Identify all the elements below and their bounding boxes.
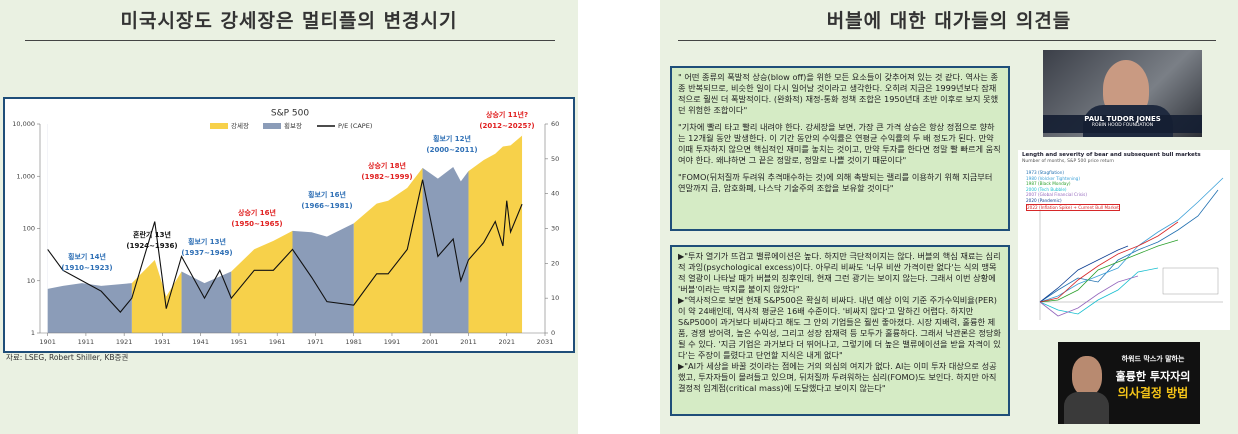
period-annotation: 횡보기 14년 [68,252,106,261]
legend-entry: 2020 (Pandemic) [1026,197,1062,203]
x-tick-label: 2001 [422,338,439,346]
market-chart-subtitle: Number of months, S&P 500 price return [1022,159,1115,164]
period-annotation: (2000~2011) [426,146,477,154]
thumbnail-top: 하워드 막스가 말하는 [1121,355,1185,363]
y2-tick-label: 30 [551,225,559,233]
quote: ▶"AI가 세상을 바꿀 것이라는 점에는 거의 의심의 여지가 없다. AI는… [678,361,997,393]
chart: S&P 500 1 10 100 1,000 10,000 0 10 20 30 40 50 60 19… [3,97,575,353]
x-tick-label: 2031 [537,338,554,346]
y2-tick-label: 40 [551,190,559,198]
title-rule [678,40,1216,41]
y-tick-label: 100 [23,225,35,233]
y2-tick-label: 10 [551,294,559,302]
decor-table [1162,267,1219,295]
market-chart-image: Length and severity of bear and subseque… [1018,150,1230,330]
thumbnail-line1: 훌륭한 투자자의 [1115,370,1191,383]
legend-entry: 1973 (Stagflation) [1026,170,1065,175]
y2-tick-label: 0 [551,329,555,337]
period-annotation: (1966~1981) [301,202,352,210]
market-chart-title: Length and severity of bear and subseque… [1022,152,1201,158]
legend-entry: 1987 (Black Monday) [1026,181,1071,187]
decor-line [1039,245,1129,303]
x-tick-label: 1971 [307,338,324,346]
y-tick-label: 1 [31,329,35,337]
thumbnail-figure [1064,392,1109,424]
thumbnail-figure [1072,356,1102,396]
x-tick-label: 2021 [498,338,515,346]
quote: "기차에 빨리 타고 빨리 내려야 한다. 강세장을 보면, 가장 큰 가격 상… [678,122,1001,165]
slide-title: 미국시장도 강세장은 멀티플의 변경시기 [120,10,458,32]
market-chart-lines [1039,170,1224,320]
quote-box: " 어떤 종류의 폭발적 상승(blow off)을 위한 모든 요소들이 갖추… [670,66,1010,231]
decor-line [1039,275,1139,317]
quote: " 어떤 종류의 폭발적 상승(blow off)을 위한 모든 요소들이 갖추… [678,72,999,115]
period-annotation: 상승기 18년 [368,161,406,170]
x-tick-label: 1921 [116,338,133,346]
period-annotation: (1950~1965) [231,220,282,228]
x-tick-label: 1911 [78,338,95,346]
legend-label: 횡보장 [284,121,302,130]
x-tick-label: 1951 [231,338,248,346]
legend-entry: 2022 (Inflation Spike) + Current Bull Ma… [1026,203,1120,212]
y2-tick-label: 50 [551,155,559,163]
period-annotation: (2012~2025?) [479,122,534,130]
quote: ▶"역사적으로 보면 현재 S&P500은 확실히 비싸다. 내년 예상 이익 … [678,295,1001,360]
photo-caption: PAUL TUDOR JONES ROBIN HOOD FOUNDATION [1043,115,1202,133]
cape-line [47,179,523,313]
chart-title: S&P 500 [271,109,309,119]
period-annotation: (1937~1949) [181,249,232,257]
y-tick-label: 10,000 [12,120,35,128]
period-annotation: 횡보기 12년 [433,134,471,143]
period-annotation: 상승기 16년 [238,208,276,217]
period-annotation: 횡보기 13년 [188,237,226,246]
caption-name: PAUL TUDOR JONES [1084,115,1161,123]
decor-line [1039,177,1224,303]
x-tick-label: 1941 [192,338,209,346]
legend-label: 강세장 [231,121,249,130]
x-tick-label: 1991 [384,338,401,346]
x-tick-label: 1981 [345,338,362,346]
left-slide: 미국시장도 강세장은 멀티플의 변경시기 S&P 500 1 10 100 1,000… [0,0,578,434]
x-tick-label: 1901 [39,338,56,346]
legend-entry: 2007 (Global Financial Crisis) [1026,192,1087,198]
legend-swatch [210,123,228,129]
legend-entry: 1980 (Volcker Tightening) [1026,175,1080,181]
sp500-area [47,124,523,297]
quote: ▶"투자 열기가 뜨겁고 밸류에이션은 높다. 하지만 극단적이지는 않다. 버… [678,251,1001,294]
legend-entry: 2000 (Tech Bubble) [1026,186,1067,192]
title-rule [25,40,555,41]
quote-box: ▶"투자 열기가 뜨겁고 밸류에이션은 높다. 하지만 극단적이지는 않다. 버… [670,245,1010,416]
x-tick-label: 1931 [154,338,171,346]
period-annotation: (1910~1923) [61,264,112,272]
y-tick-label: 10 [27,277,35,285]
decor-line [1039,267,1159,315]
thumbnail-line2: 의사결정 방법 [1117,386,1189,400]
y2-tick-label: 60 [551,120,559,128]
x-tick-label: 1961 [269,338,286,346]
y2-tick-label: 20 [551,259,559,267]
x-tick-label: 2011 [460,338,477,346]
decor-line [1039,239,1179,303]
decor-line [1039,189,1219,303]
slide-title: 버블에 대한 대가들의 의견들 [826,10,1072,32]
right-slide: 버블에 대한 대가들의 의견들 " 어떤 종류의 폭발적 상승(blow off… [660,0,1238,434]
period-annotation: 상승기 11년? [486,110,528,119]
photo: PAUL TUDOR JONES ROBIN HOOD FOUNDATION [1043,50,1202,137]
period-annotation: 혼란기 13년 [133,230,171,239]
quote: "FOMO(뒤처질까 두려워 추격매수하는 것)에 의해 촉발되는 랠리를 이용… [678,172,993,193]
chart-source: 자료: LSEG, Robert Shiller, KB증권 [6,353,129,362]
market-chart-legend: 1973 (Stagflation) 1980 (Volcker Tighteni… [1026,170,1120,212]
thumbnail: 하워드 막스가 말하는 훌륭한 투자자의 의사결정 방법 [1058,342,1200,424]
caption-org: ROBIN HOOD FOUNDATION [1091,123,1154,128]
y-tick-label: 1,000 [16,172,35,180]
period-annotation: 횡보기 16년 [308,190,346,199]
legend-label: P/E (CAPE) [338,122,372,130]
legend-swatch [263,123,281,129]
period-annotation: (1924~1936) [126,242,177,250]
decor-line [1039,221,1179,303]
period-annotation: (1982~1999) [361,173,412,181]
